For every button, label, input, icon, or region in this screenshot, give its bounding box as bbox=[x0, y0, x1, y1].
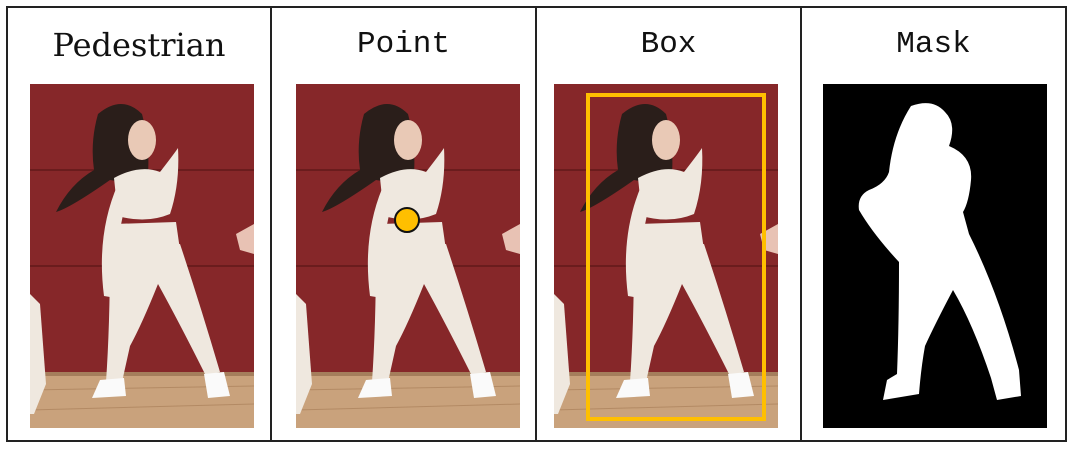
box-title: Box bbox=[640, 27, 697, 62]
point-prompt-image bbox=[296, 84, 520, 428]
mask-title: Mask bbox=[896, 27, 971, 62]
box-prompt-rectangle bbox=[586, 93, 766, 421]
point-title: Point bbox=[356, 27, 450, 62]
pedestrian-title: Pedestrian bbox=[52, 26, 226, 64]
pedestrian-image bbox=[30, 84, 254, 428]
panel-divider-1 bbox=[270, 6, 272, 442]
panel-divider-3 bbox=[800, 6, 802, 442]
point-prompt-marker bbox=[394, 207, 420, 233]
mask-image bbox=[823, 84, 1047, 428]
panel-divider-2 bbox=[535, 6, 537, 442]
